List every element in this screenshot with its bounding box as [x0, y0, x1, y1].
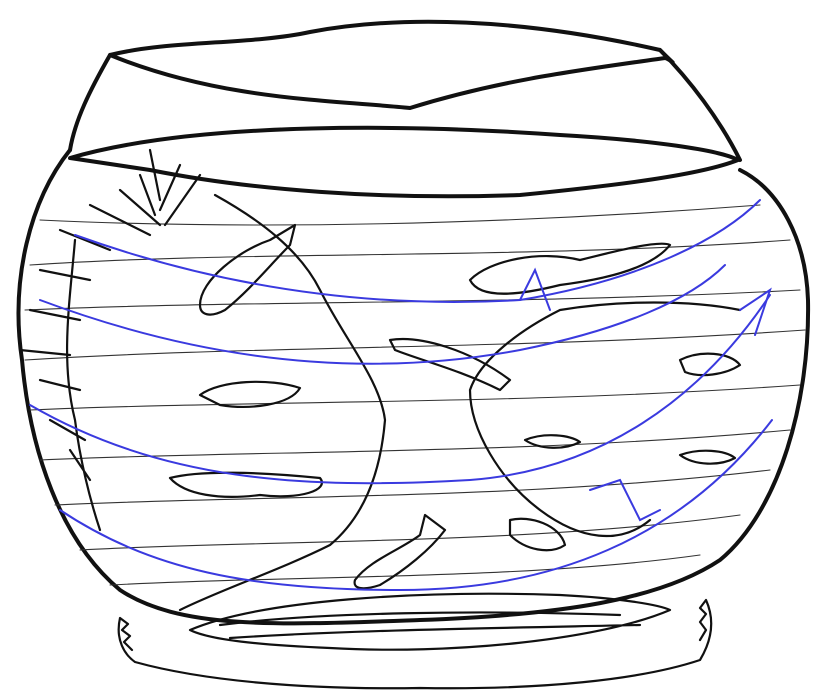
water-line — [54, 469, 771, 506]
blue-line — [519, 267, 772, 522]
water-line — [109, 554, 701, 586]
fish — [678, 352, 742, 377]
water-line — [79, 514, 741, 551]
blue-line — [74, 199, 761, 303]
plant — [18, 148, 202, 532]
water-line — [29, 384, 801, 411]
fish — [353, 513, 447, 590]
water-line — [39, 429, 791, 461]
fish — [198, 380, 302, 408]
water-line — [29, 239, 791, 266]
bowl-body — [16, 148, 811, 626]
blue-strokes — [29, 199, 773, 592]
rock-left — [178, 193, 387, 612]
bowl-bottom — [188, 592, 672, 651]
fish — [508, 517, 567, 552]
blue-line — [29, 294, 771, 485]
water-line — [24, 329, 806, 361]
bowl-base — [117, 598, 713, 690]
bowl-neck — [68, 48, 742, 162]
fish — [523, 434, 582, 449]
water-line — [24, 289, 801, 311]
fish — [678, 449, 737, 465]
rock-right — [468, 301, 742, 538]
blue-line — [39, 264, 726, 365]
fish-group — [168, 223, 742, 590]
water-lines — [24, 204, 806, 586]
water-surface — [68, 125, 740, 199]
water-line — [39, 204, 761, 226]
fish — [388, 338, 512, 392]
blue-line — [59, 419, 773, 592]
bowl-rim — [108, 19, 675, 110]
fish — [198, 223, 297, 316]
